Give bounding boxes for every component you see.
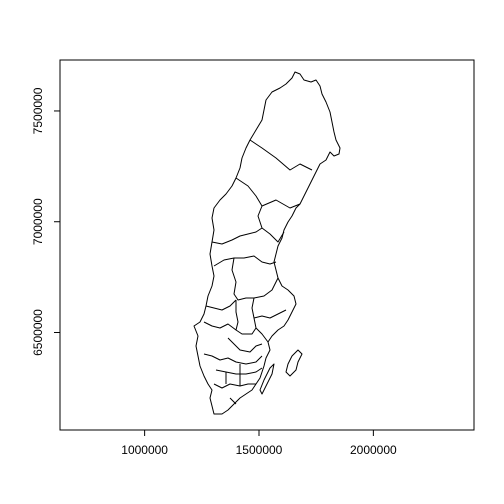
county-border [227, 337, 263, 353]
x-tick-label: 1000000 [121, 443, 168, 457]
y-tick-label: 6500000 [31, 309, 45, 356]
country-outline [193, 71, 341, 415]
county-border [249, 139, 313, 171]
county-border [235, 177, 301, 209]
y-tick-label: 7000000 [31, 198, 45, 245]
oland-outline [259, 363, 275, 395]
county-border [211, 227, 263, 245]
gotland-outline [285, 349, 303, 377]
county-border [253, 309, 287, 319]
x-axis: 1000000 1500000 2000000 [121, 429, 397, 457]
county-border [255, 327, 269, 343]
county-border [203, 353, 263, 365]
county-border [213, 255, 277, 267]
x-tick-label: 2000000 [350, 443, 397, 457]
county-border [235, 297, 257, 335]
county-border [257, 205, 285, 243]
county-border [213, 383, 256, 389]
county-border [215, 367, 263, 375]
county-border [205, 299, 237, 311]
county-border [203, 321, 237, 331]
y-axis: 6500000 7000000 7500000 [31, 87, 61, 356]
x-tick-label: 1500000 [236, 443, 283, 457]
sweden-county-map [193, 71, 341, 415]
y-tick-label: 7500000 [31, 87, 45, 134]
county-border [225, 364, 241, 405]
county-border [231, 257, 279, 301]
